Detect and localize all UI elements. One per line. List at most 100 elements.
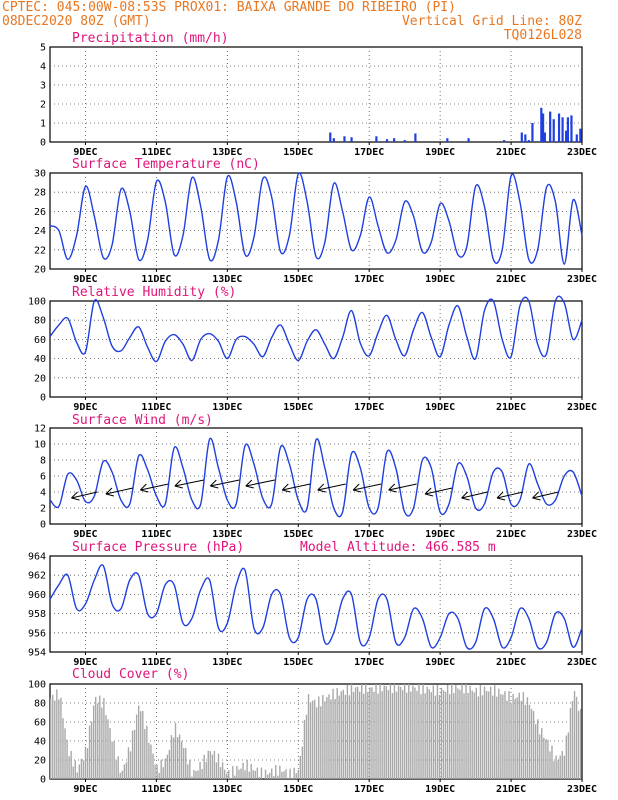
x-tick-label: 19DEC [425,529,455,540]
cloud-bar [565,735,568,779]
precip-bar [561,117,564,142]
cloud-bar [164,758,166,779]
x-tick-label: 15DEC [283,784,313,795]
x-tick-label: 19DEC [425,657,455,668]
cloud-bar [446,684,449,779]
wind-arrow-head [352,483,362,493]
y-tick-label: 40 [34,737,46,748]
cloud-bar [295,773,297,779]
x-tick-label: 17DEC [354,657,384,668]
cloud-bar [254,770,257,779]
cloud-bar [137,705,140,779]
y-tick-label: 0 [40,775,46,786]
cloud-bar [563,755,565,779]
precip-bar [403,140,406,142]
cloud-bar [342,689,344,779]
cloud-bar [160,759,162,779]
cloud-bar [336,688,338,779]
wind-arrow-head [140,483,149,493]
cloud-bar [197,770,199,779]
cloud-bar [113,740,115,779]
x-tick-label: 13DEC [212,657,242,668]
wind-arrow-head [105,487,115,497]
cloud-bar [354,687,357,779]
cloud-bar [320,706,322,779]
y-tick-label: 20 [34,373,46,384]
panel-precipitation: Precipitation (mm/h) 0 1 2 3 4 5 9DEC 11DEC 13DE… [40,31,597,158]
cloud-bar [283,771,285,779]
precip-bar [467,138,470,142]
y-tick-label: 26 [34,207,46,218]
header-date-line: 08DEC2020 80Z (GMT) [2,14,151,29]
cloud-bar [432,685,435,779]
cloud-bar [307,694,310,779]
cloud-bar [109,727,111,779]
x-tick-label: 9DEC [73,529,97,540]
cloud-bar [201,769,203,779]
x-tick-label: 21DEC [496,529,526,540]
cloud-bar [115,759,117,779]
cloud-bar [144,729,146,779]
x-tick-label: 17DEC [354,147,384,158]
cloud-bar [485,690,488,779]
cloud-bar [549,751,551,779]
cloud-bar [299,755,302,779]
cloud-bar [395,691,398,779]
x-tick-label: 9DEC [73,402,97,413]
y-tick-label: 956 [28,628,46,639]
panel-surface-wind: Surface Wind (m/s) 0 2 4 6 8 10 12 9DEC 11DEC 13D… [34,413,597,540]
cloud-bar [127,747,130,779]
cloud-bar [234,775,236,779]
y-tick-label: 5 [40,43,46,54]
cloud-bar [76,772,78,779]
cloud-bar [82,760,85,779]
x-tick-label: 15DEC [283,402,313,413]
cloud-bar [373,691,375,779]
wind-arrow [245,479,275,487]
wind-arrow [532,491,559,499]
precip-bar [543,132,546,142]
precip-bar [385,139,389,142]
cloud-bar [352,691,355,779]
cloud-bar [99,695,101,779]
cloud-bar [377,693,379,779]
cloud-bar [324,701,326,779]
cloud-bar [172,737,175,779]
cloud-bar [483,686,486,779]
cloud-cover-title: Cloud Cover (%) [72,667,189,682]
precip-bar [414,133,417,142]
cloud-bar [223,769,226,779]
wind-arrow [496,491,524,499]
wind-arrow-head [245,479,254,489]
y-tick-label: 8 [40,456,46,467]
y-tick-label: 24 [34,226,46,237]
y-tick-label: 0 [40,393,46,404]
cloud-bar [97,703,99,779]
cloud-bar [520,700,523,779]
x-tick-label: 11DEC [141,402,171,413]
cloud-bar [297,770,299,779]
cloud-bar [579,708,582,779]
cloud-bar [176,737,179,779]
y-tick-label: 60 [34,718,46,729]
cloud-bar [303,720,306,779]
x-tick-label: 13DEC [212,402,242,413]
cloud-bar [230,778,232,779]
y-tick-label: 0 [40,138,46,149]
cloud-bar [410,691,412,779]
cloud-bar [64,728,66,779]
wind-arrow-head [209,479,219,489]
y-tick-label: 80 [34,699,46,710]
x-tick-label: 9DEC [73,657,97,668]
cloud-bar [318,696,320,779]
cloud-bar [436,684,439,779]
x-tick-label: 23DEC [567,657,597,668]
cloud-bar [279,765,281,779]
x-tick-label: 21DEC [496,657,526,668]
cloud-bar [287,777,289,779]
x-tick-label: 11DEC [141,274,171,285]
cloud-bar [545,739,547,779]
cloud-bar [238,769,240,779]
wind-arrow [105,487,134,495]
cloud-bar [264,769,267,779]
